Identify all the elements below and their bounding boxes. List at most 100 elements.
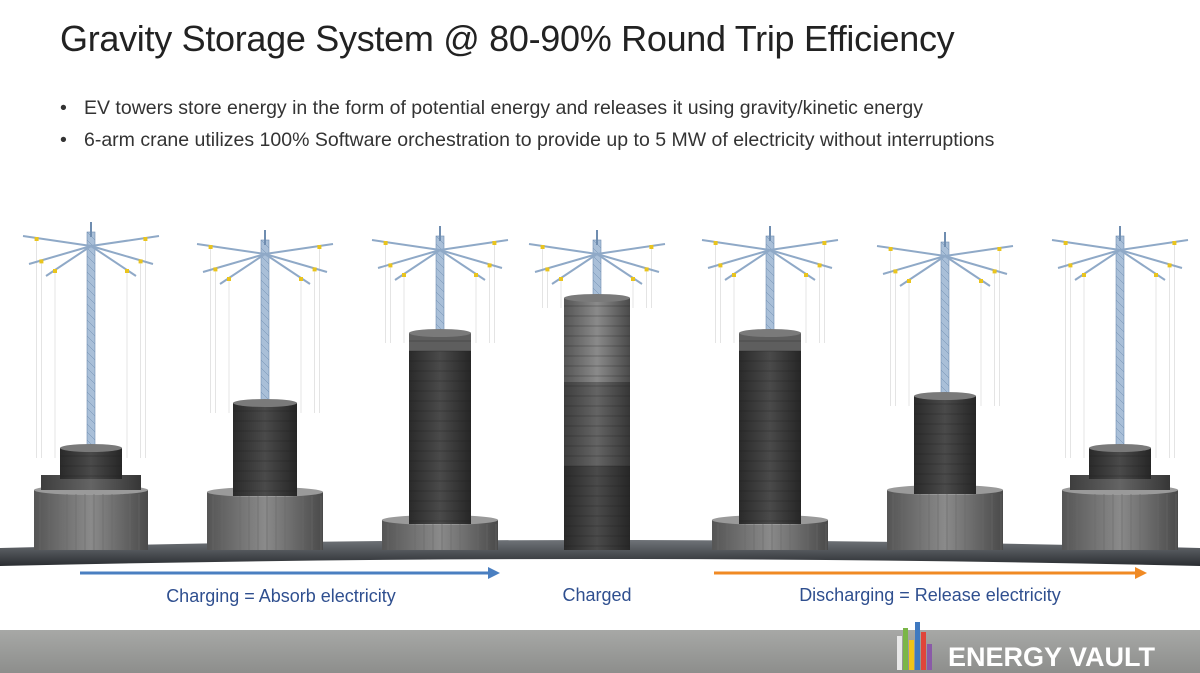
mast-lattice xyxy=(765,283,775,293)
logo-icon xyxy=(897,622,932,670)
mast-lattice xyxy=(86,399,96,409)
mast-lattice xyxy=(86,295,96,305)
arm-trolley xyxy=(631,277,635,281)
crane-arm xyxy=(899,255,946,287)
mast-lattice xyxy=(86,327,96,337)
arm-trolley xyxy=(1068,263,1073,268)
towers xyxy=(22,222,1189,550)
crane-arm xyxy=(196,243,266,255)
arm-trolley xyxy=(545,267,550,272)
arm-trolley xyxy=(644,267,649,272)
mast-lattice xyxy=(1115,267,1125,277)
crane-arm xyxy=(882,255,946,275)
mast-lattice xyxy=(1115,387,1125,397)
mast-lattice xyxy=(435,251,445,261)
mast-lattice xyxy=(765,259,775,269)
mast-lattice xyxy=(86,279,96,289)
mast-lattice xyxy=(435,267,445,277)
mast-lattice xyxy=(592,279,602,289)
crane-arm xyxy=(90,235,160,247)
block-tower-cap xyxy=(739,333,801,351)
mast-lattice xyxy=(940,369,950,379)
crane-arm xyxy=(202,253,266,273)
crane-arm xyxy=(596,243,666,255)
mast-lattice xyxy=(86,255,96,265)
arm-trolley xyxy=(402,273,406,277)
mast-lattice xyxy=(765,291,775,301)
mast-lattice xyxy=(86,367,96,377)
storage-drum xyxy=(34,490,148,550)
block-top xyxy=(914,392,976,400)
charging-label: Charging = Absorb electricity xyxy=(166,586,396,606)
mast-lattice xyxy=(765,251,775,261)
block-top xyxy=(1089,444,1151,452)
mast-lattice xyxy=(260,255,270,265)
mast-lattice xyxy=(260,359,270,369)
mast-lattice xyxy=(435,299,445,309)
mast-lattice xyxy=(1115,395,1125,405)
block-top xyxy=(60,444,122,452)
mast-lattice xyxy=(86,375,96,385)
arm-trolley xyxy=(817,263,822,268)
block-top xyxy=(233,399,297,407)
arm-trolley xyxy=(143,237,148,241)
crane-arm xyxy=(707,249,771,269)
arm-trolley xyxy=(213,267,218,272)
crane-arm xyxy=(596,253,643,285)
crane-arm xyxy=(944,255,991,287)
crane-arm xyxy=(22,235,92,247)
block-tower-upper xyxy=(564,298,630,382)
arm-trolley xyxy=(299,277,303,281)
mast-lattice xyxy=(260,391,270,401)
bullet-list: EV towers store energy in the form of po… xyxy=(60,92,994,156)
arm-trolley xyxy=(487,263,492,268)
mast-lattice xyxy=(940,329,950,339)
block-top xyxy=(409,329,471,337)
crane-arm xyxy=(394,249,441,281)
crane-arm xyxy=(944,245,1014,257)
crane-arm xyxy=(1119,249,1183,269)
mast-lattice xyxy=(260,311,270,321)
crane-arm xyxy=(90,245,137,277)
mast-lattice xyxy=(86,303,96,313)
mast-lattice xyxy=(86,383,96,393)
mast-lattice xyxy=(1115,363,1125,373)
mast-lattice xyxy=(260,383,270,393)
mast-lattice xyxy=(260,351,270,361)
crane-arm xyxy=(724,249,771,281)
mast-lattice xyxy=(1115,427,1125,437)
slide-title: Gravity Storage System @ 80-90% Round Tr… xyxy=(60,18,955,59)
crane-arm xyxy=(28,245,92,265)
arm-trolley xyxy=(208,245,213,249)
arm-trolley xyxy=(317,245,322,249)
crane-arm xyxy=(264,243,334,255)
mast-lattice xyxy=(1115,259,1125,269)
mast-lattice xyxy=(260,343,270,353)
mast-lattice xyxy=(1115,419,1125,429)
mast-lattice xyxy=(940,257,950,267)
mast-lattice xyxy=(1115,331,1125,341)
discharging-label: Discharging = Release electricity xyxy=(799,585,1061,605)
block-tower xyxy=(739,333,801,524)
mast-lattice xyxy=(260,295,270,305)
arm-trolley xyxy=(1082,273,1086,277)
arm-trolley xyxy=(907,279,911,283)
arm-trolley xyxy=(713,241,718,245)
block-top xyxy=(564,294,630,302)
mast-lattice xyxy=(765,299,775,309)
mast-lattice xyxy=(940,321,950,331)
mast-lattice xyxy=(86,311,96,321)
block-top xyxy=(739,329,801,337)
mast-lattice xyxy=(940,345,950,355)
arm-trolley xyxy=(979,279,983,283)
mast-lattice xyxy=(1115,411,1125,421)
arm-trolley xyxy=(649,245,654,249)
arm-trolley xyxy=(888,247,893,251)
bullet: 6-arm crane utilizes 100% Software orche… xyxy=(60,124,994,156)
crane-arm xyxy=(534,253,598,273)
arm-trolley xyxy=(1063,241,1068,245)
mast-lattice xyxy=(1115,435,1125,445)
crane-arm xyxy=(596,253,660,273)
